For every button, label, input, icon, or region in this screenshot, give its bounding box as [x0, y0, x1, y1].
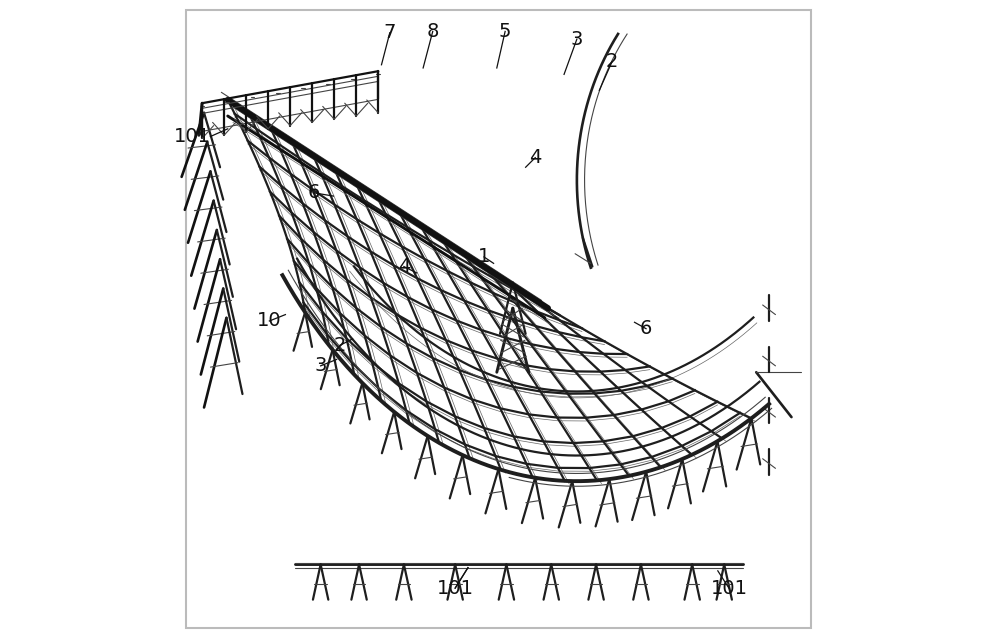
Text: 101: 101 — [711, 579, 748, 598]
Text: 10: 10 — [257, 311, 282, 331]
Text: 4: 4 — [398, 257, 410, 276]
Text: 6: 6 — [640, 319, 652, 338]
Text: 2: 2 — [606, 52, 618, 71]
Text: 3: 3 — [571, 30, 583, 49]
FancyBboxPatch shape — [186, 10, 811, 629]
Text: 4: 4 — [529, 148, 541, 167]
Text: 2: 2 — [334, 336, 346, 355]
Text: 101: 101 — [437, 578, 474, 598]
Text: 5: 5 — [499, 22, 511, 41]
Text: 1: 1 — [478, 247, 490, 266]
Text: 6: 6 — [308, 184, 320, 202]
Text: 8: 8 — [427, 22, 439, 41]
Text: 101: 101 — [173, 127, 210, 146]
Text: 3: 3 — [314, 356, 327, 376]
Text: 7: 7 — [384, 23, 396, 42]
